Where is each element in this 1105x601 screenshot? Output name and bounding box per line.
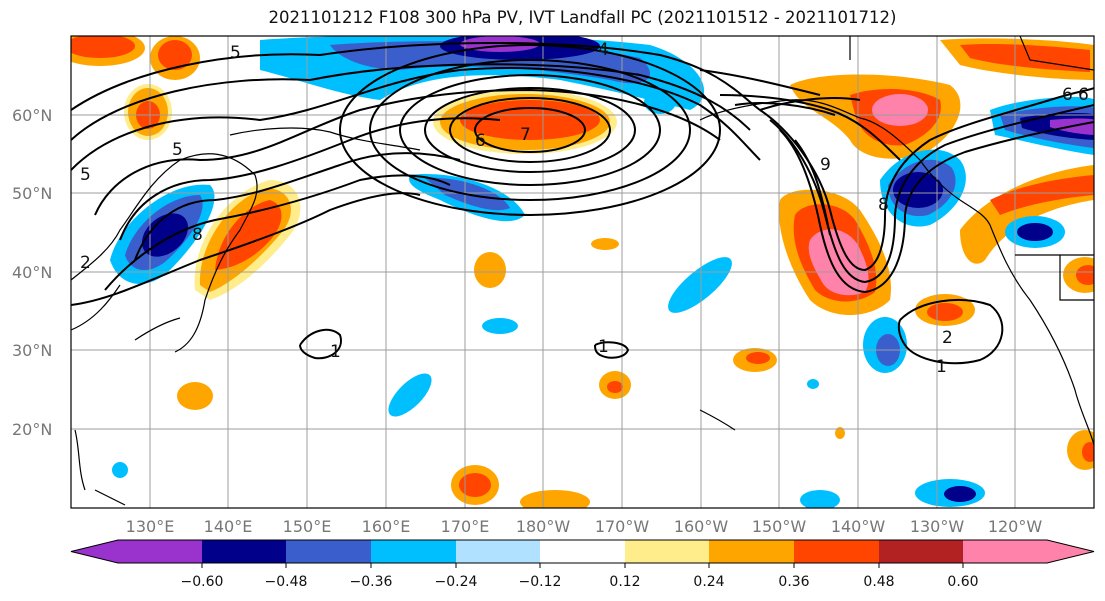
pv-contours-center	[339, 44, 721, 216]
colorbar-extend-left	[71, 540, 202, 563]
lon-label-140e: 140°E	[204, 517, 253, 536]
colorbar-tick-label: −0.24	[435, 574, 478, 590]
colorbar-segment	[540, 540, 625, 563]
lat-label-30n: 30°N	[12, 341, 52, 360]
contour-label-1b: 1	[598, 337, 609, 357]
colorbar-segment	[625, 540, 709, 563]
colorbar-tick-label: −0.36	[350, 574, 393, 590]
colorbar-segment	[286, 540, 371, 563]
contour-label-2: 2	[80, 253, 91, 273]
contour-label-6b: 6	[1062, 85, 1073, 105]
coastlines	[71, 36, 1094, 506]
colorbar-segment	[456, 540, 540, 563]
lon-label-150w: 150°W	[752, 517, 807, 536]
colorbar-segment	[202, 540, 286, 563]
lon-label-170e: 170°E	[441, 517, 490, 536]
colorbar-tick-label: 0.36	[778, 574, 809, 590]
pv-contours-east	[699, 69, 1094, 294]
lat-label-40n: 40°N	[12, 263, 52, 282]
lon-label-150e: 150°E	[283, 517, 332, 536]
colorbar-tick-label: 0.24	[693, 574, 724, 590]
gridlines	[71, 36, 1094, 508]
lon-label-170w: 170°W	[595, 517, 650, 536]
colorbar-tick-label: 0.48	[863, 574, 894, 590]
map-frame	[70, 35, 1095, 509]
lat-label-60n: 60°N	[12, 106, 52, 125]
chart-title: 2021101212 F108 300 hPa PV, IVT Landfall…	[268, 8, 897, 27]
colorbar-outline	[70, 539, 1095, 564]
lon-label-140w: 140°W	[831, 517, 886, 536]
lon-label-160w: 160°W	[674, 517, 729, 536]
contour-label-5c: 5	[80, 165, 91, 185]
colorbar-tick-label: 0.60	[947, 574, 978, 590]
longitude-labels: 130°E 140°E 150°E 160°E 170°E 180°W 170°…	[126, 517, 1043, 536]
colorbar: −0.60 −0.48 −0.36 −0.24 −0.12 0.12 0.24 …	[70, 539, 1095, 590]
contour-label-5a: 5	[230, 43, 241, 63]
colorbar-tick-label: −0.60	[181, 574, 224, 590]
lat-label-20n: 20°N	[12, 420, 52, 439]
contour-label-4: 4	[598, 40, 609, 60]
contour-label-1c: 1	[936, 357, 947, 377]
colorbar-segment	[371, 540, 456, 563]
lon-label-130w: 130°W	[910, 517, 965, 536]
contour-label-8: 8	[192, 225, 203, 245]
lon-label-130e: 130°E	[126, 517, 175, 536]
contour-labels: 5 5 5 4 7 6 2 8 1 1 9 8 6 2 1 6	[80, 40, 1089, 377]
contour-label-6c: 6	[1078, 85, 1089, 105]
colorbar-extend-right	[963, 540, 1094, 563]
colorbar-segment	[709, 540, 794, 563]
latitude-labels: 20°N 30°N 40°N 50°N 60°N	[12, 106, 52, 439]
lon-label-160e: 160°E	[362, 517, 411, 536]
contour-label-5b: 5	[172, 140, 183, 160]
contour-label-6: 6	[475, 131, 486, 151]
lon-label-180w: 180°W	[516, 517, 571, 536]
contour-label-8b: 8	[878, 195, 889, 215]
lon-label-120w: 120°W	[988, 517, 1043, 536]
contour-label-7: 7	[520, 125, 531, 145]
colorbar-tick-label: 0.12	[609, 574, 640, 590]
colorbar-tick-label: −0.12	[519, 574, 562, 590]
contour-label-9: 9	[820, 155, 831, 175]
lat-label-50n: 50°N	[12, 184, 52, 203]
colorbar-tick-label: −0.48	[265, 574, 308, 590]
colorbar-segment	[794, 540, 879, 563]
colorbar-segment	[879, 540, 963, 563]
contour-label-1a: 1	[330, 342, 341, 362]
contour-label-2b: 2	[942, 328, 953, 348]
